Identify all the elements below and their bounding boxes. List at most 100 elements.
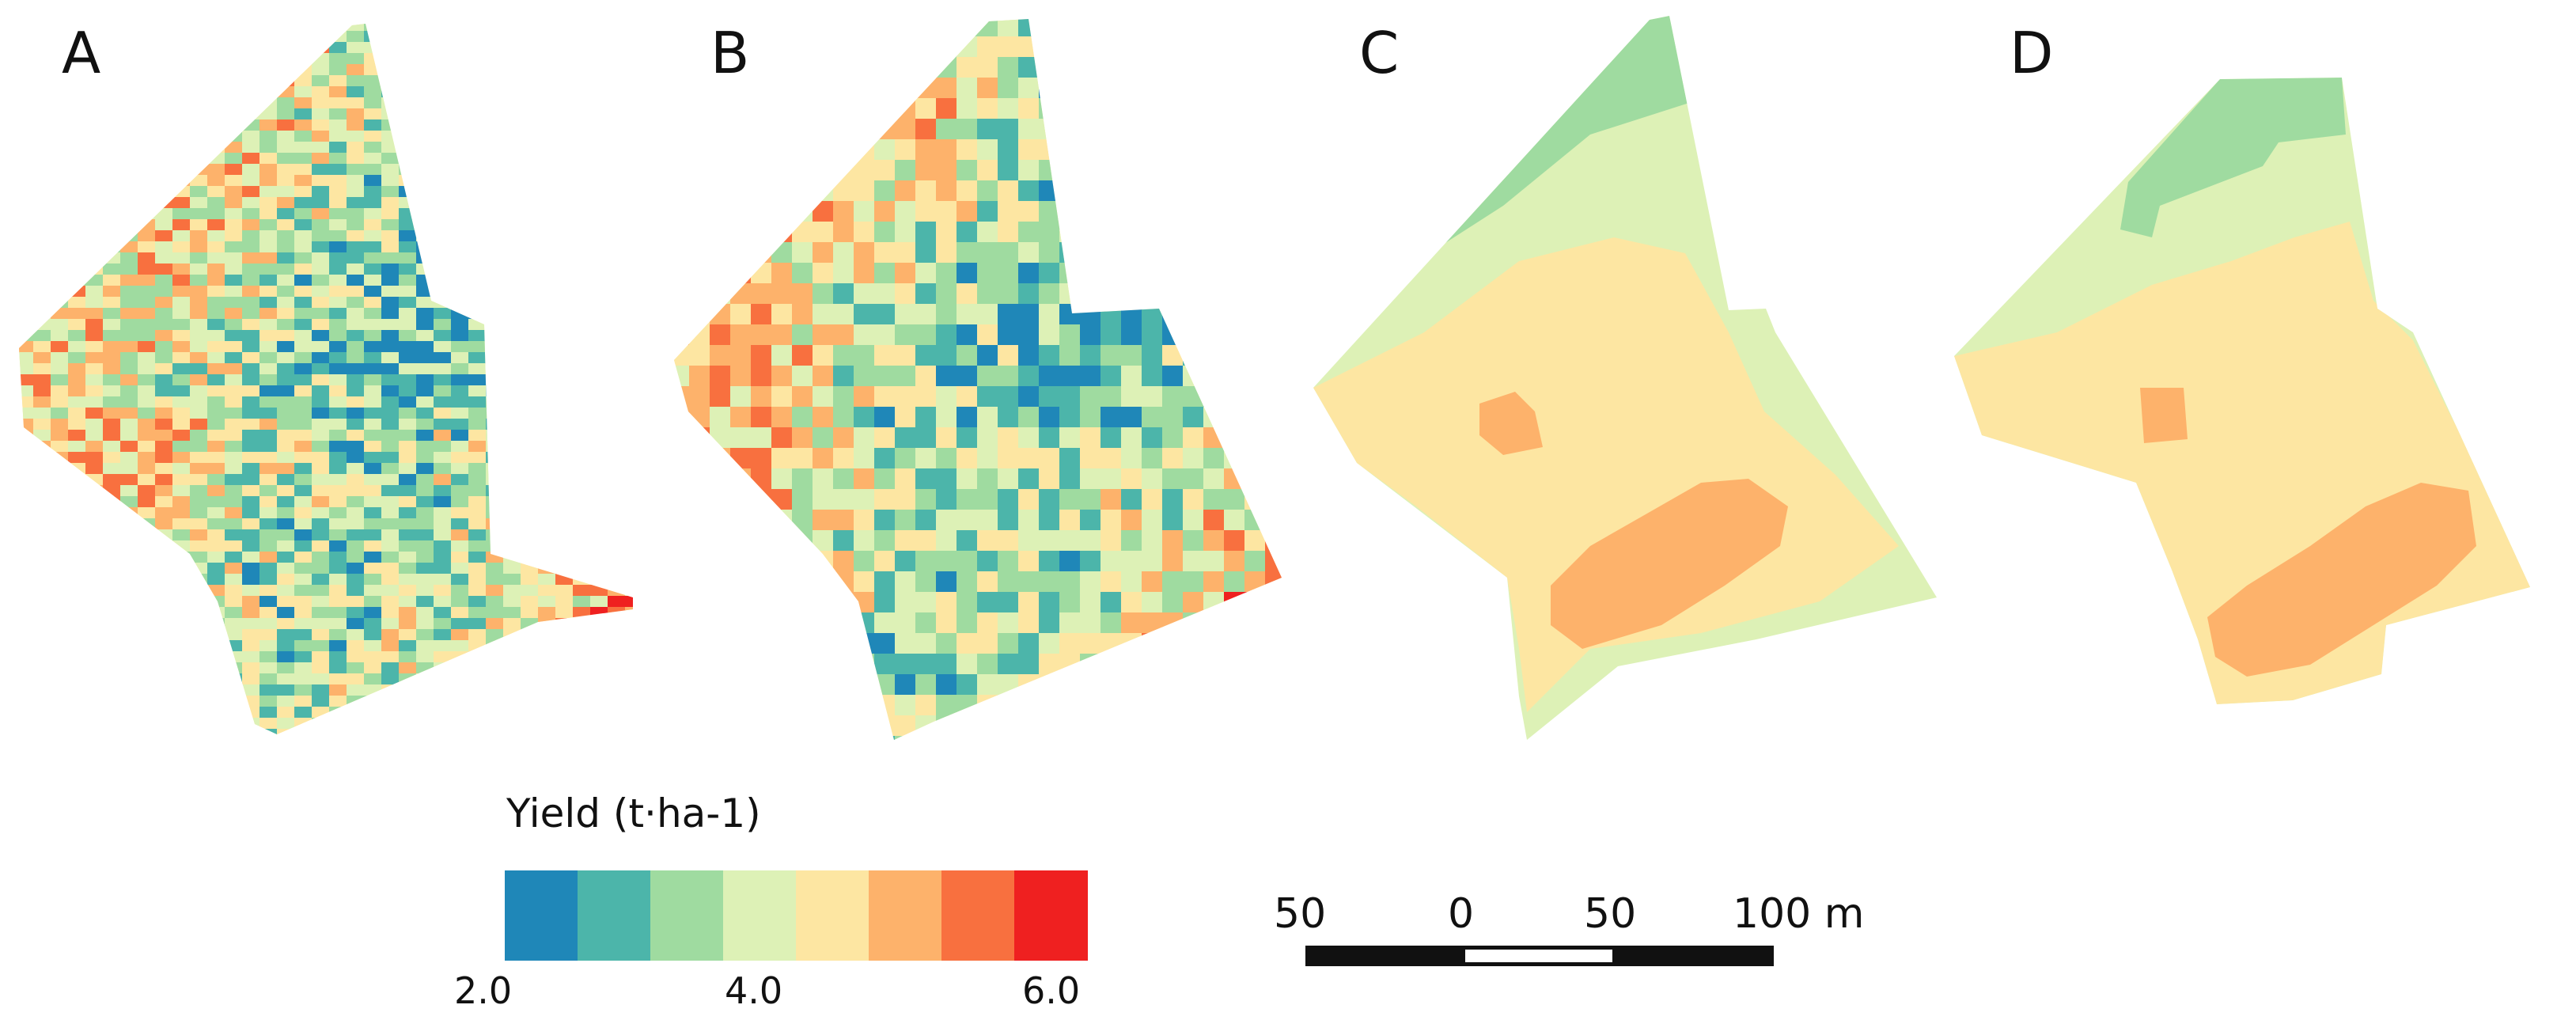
panel-a-cell	[364, 341, 382, 353]
panel-b-cell	[1100, 139, 1122, 161]
panel-a-cell	[538, 75, 556, 87]
panel-a-cell	[608, 507, 626, 519]
panel-a-cell	[590, 363, 608, 375]
panel-a-cell	[521, 64, 539, 76]
panel-a-cell	[521, 319, 539, 331]
panel-b-cell	[813, 98, 834, 119]
panel-b-cell	[1100, 222, 1122, 243]
panel-a-cell	[347, 230, 365, 242]
panel-a-cell	[312, 452, 330, 464]
panel-a-cell	[590, 385, 608, 397]
panel-a-cell	[329, 552, 347, 563]
panel-a-cell	[242, 408, 260, 419]
panel-a-cell	[85, 718, 104, 730]
panel-a-cell	[468, 230, 487, 242]
panel-a-cell	[329, 186, 347, 198]
panel-b-cell	[1265, 57, 1282, 78]
panel-a-cell	[590, 507, 608, 519]
panel-b-cell	[674, 674, 690, 696]
panel-label-a: A	[62, 20, 100, 86]
panel-b-cell	[792, 201, 813, 222]
panel-a-cell	[625, 729, 633, 734]
panel-b-cell	[1121, 324, 1142, 346]
panel-a-cell	[120, 707, 138, 719]
panel-a-cell	[103, 108, 121, 120]
panel-a-cell	[538, 596, 556, 608]
panel-a-cell	[277, 275, 295, 286]
panel-a-cell	[521, 363, 539, 375]
panel-a-cell	[103, 252, 121, 264]
panel-a-cell	[521, 540, 539, 552]
panel-a-cell	[555, 363, 574, 375]
panel-a-cell	[451, 252, 469, 264]
panel-a-cell	[608, 341, 626, 353]
panel-b-cell	[751, 180, 772, 202]
panel-b-cell	[874, 695, 896, 716]
panel-a-cell	[294, 24, 313, 32]
panel-a-cell	[103, 507, 121, 519]
panel-a-cell	[573, 518, 591, 530]
panel-a-cell	[294, 341, 313, 353]
panel-a-cell	[85, 142, 104, 154]
panel-a-cell	[590, 496, 608, 508]
panel-b-cell	[792, 366, 813, 387]
panel-b-cell	[1224, 366, 1245, 387]
panel-a-cell	[19, 651, 34, 663]
panel-a-cell	[85, 385, 104, 397]
panel-b-cell	[792, 510, 813, 531]
panel-a-cell	[625, 24, 633, 32]
panel-a-cell	[207, 197, 225, 209]
panel-b-cell	[1265, 304, 1282, 325]
panel-a-cell	[190, 385, 208, 397]
panel-a-cell	[85, 119, 104, 131]
panel-a-cell	[364, 241, 382, 253]
panel-a-cell	[120, 275, 138, 286]
panel-a-cell	[364, 264, 382, 275]
panel-a-cell	[68, 186, 86, 198]
panel-a-cell	[68, 507, 86, 519]
panel-b-cell	[1183, 407, 1204, 428]
panel-c-zone-high-south	[1551, 479, 1788, 649]
panel-a-cell	[329, 574, 347, 586]
panel-a-cell	[207, 673, 225, 685]
panel-a-cell	[190, 408, 208, 419]
panel-a-cell	[155, 308, 173, 320]
panel-a-cell	[312, 707, 330, 719]
panel-b-cell	[730, 407, 752, 428]
panel-b-cell	[1265, 592, 1282, 613]
panel-a-cell	[503, 175, 521, 187]
panel-a-cell	[538, 363, 556, 375]
legend-swatch-4-4.5	[796, 870, 869, 961]
panel-a-cell	[103, 396, 121, 408]
panel-b-cell	[915, 633, 937, 654]
panel-a-cell	[51, 385, 69, 397]
panel-a-cell	[19, 53, 34, 65]
panel-b-cell	[1183, 180, 1204, 202]
panel-a-cell	[416, 729, 434, 734]
panel-b-cell	[792, 36, 813, 58]
panel-b-cell	[895, 654, 916, 675]
panel-a-cell	[329, 75, 347, 87]
panel-a-cell	[312, 108, 330, 120]
panel-b-cell	[957, 283, 978, 305]
panel-a-cell	[207, 463, 225, 475]
panel-a-cell	[538, 86, 556, 98]
panel-a-cell	[399, 485, 417, 497]
panel-a-cell	[33, 53, 51, 65]
panel-a-cell	[68, 552, 86, 563]
panel-a-cell	[399, 673, 417, 685]
panel-b-cell	[833, 36, 854, 58]
panel-b-cell	[771, 674, 793, 696]
panel-a-cell	[225, 673, 243, 685]
panel-b-cell	[1039, 242, 1060, 264]
panel-b-cell	[674, 222, 690, 243]
panel-a-cell	[555, 119, 574, 131]
panel-a-cell	[451, 408, 469, 419]
panel-b-cell	[998, 57, 1019, 78]
panel-a-cell	[521, 629, 539, 641]
panel-a-cell	[172, 363, 191, 375]
panel-b-cell	[730, 366, 752, 387]
panel-b-cell	[751, 510, 772, 531]
panel-b-cell	[792, 19, 813, 37]
panel-a-cell	[259, 696, 278, 707]
